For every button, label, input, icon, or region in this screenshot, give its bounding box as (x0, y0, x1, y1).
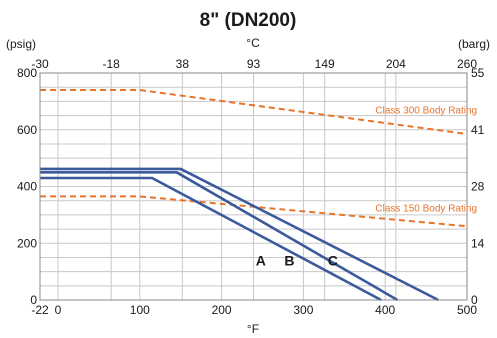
grid (40, 73, 467, 300)
series-line-a (40, 176, 382, 302)
x-top-tick-label: 38 (176, 57, 190, 71)
series-line-b (40, 171, 399, 302)
x-bottom-tick-label: 0 (55, 303, 62, 317)
y-left-tick-label: 200 (17, 236, 37, 250)
x-top-tick-label: 93 (247, 57, 261, 71)
series-layer (40, 89, 468, 302)
x-top-tick-label: -30 (31, 57, 49, 71)
y-right-tick-label: 41 (471, 123, 485, 137)
y-right-unit-label: (barg) (458, 37, 490, 51)
x-top-tick-label: 149 (315, 57, 335, 71)
y-right-tick-label: 55 (471, 66, 485, 80)
curve-label: C (328, 252, 338, 268)
curve-label: B (284, 252, 294, 268)
series-line-c (40, 167, 439, 302)
y-left-tick-label: 400 (17, 180, 37, 194)
x-bottom-tick-label: 300 (293, 303, 313, 317)
y-left-tick-label: 800 (17, 66, 37, 80)
x-bottom-unit-label: °F (247, 322, 259, 336)
x-top-tick-label: 260 (457, 57, 477, 71)
y-right-tick-label: 14 (471, 236, 485, 250)
x-bottom-tick-label: 200 (212, 303, 232, 317)
series-line-class-150-body-rating (40, 195, 468, 228)
rating-label: Class 300 Body Rating (375, 105, 477, 116)
rating-label: Class 150 Body Rating (375, 203, 477, 214)
y-right-tick-label: 0 (471, 293, 478, 307)
y-left-unit-label: (psig) (6, 37, 36, 51)
y-right-tick-label: 28 (471, 180, 485, 194)
series-line-class-300-body-rating (40, 89, 468, 135)
x-bottom-tick-label: 500 (457, 303, 477, 317)
x-top-tick-label: -18 (102, 57, 120, 71)
chart-title: 8" (DN200) (200, 10, 297, 31)
annotation-labels: A B C Class 300 Body Rating Class 150 Body R… (256, 105, 477, 268)
x-top-unit-label: °C (246, 36, 260, 50)
y-left-tick-label: 600 (17, 123, 37, 137)
x-bottom-tick-label: 400 (375, 303, 395, 317)
curve-label: A (256, 252, 266, 268)
x-top-tick-label: 204 (386, 57, 406, 71)
y-left-tick-label: 0 (30, 293, 37, 307)
tick-labels: -22 0 100 200 300 400 500-30 -18 38 93 149 204 26002… (6, 36, 490, 336)
x-bottom-tick-label: 100 (130, 303, 150, 317)
plot-frame (39, 72, 468, 301)
x-bottom-tick-label: -22 (31, 303, 49, 317)
